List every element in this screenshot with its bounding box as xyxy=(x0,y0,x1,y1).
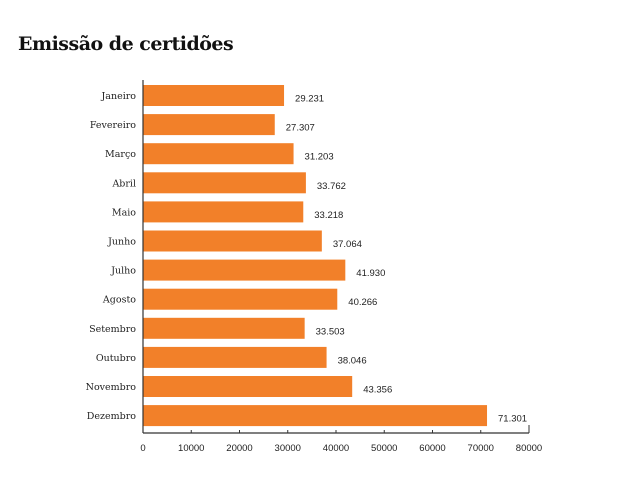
category-label: Dezembro xyxy=(87,411,136,422)
category-label: Novembro xyxy=(86,382,137,393)
category-label: Abril xyxy=(111,178,136,189)
value-label: 27.307 xyxy=(286,123,315,134)
bar xyxy=(143,376,353,397)
bar xyxy=(143,405,488,427)
bar xyxy=(143,317,305,339)
value-label: 37.064 xyxy=(333,239,362,250)
x-tick-label: 80000 xyxy=(516,443,542,454)
value-label: 33.762 xyxy=(317,181,346,192)
x-tick-label: 50000 xyxy=(371,443,397,454)
value-label: 71.301 xyxy=(498,414,527,425)
value-label: 38.046 xyxy=(338,355,367,366)
value-label: 33.218 xyxy=(314,210,343,221)
x-tick-label: 30000 xyxy=(275,443,301,454)
x-tick-label: 0 xyxy=(140,443,145,454)
bar xyxy=(143,143,294,165)
x-tick-label: 60000 xyxy=(419,443,445,454)
x-tick-label: 70000 xyxy=(468,443,494,454)
category-label: Maio xyxy=(112,207,136,218)
bar xyxy=(143,114,275,136)
category-label: Março xyxy=(105,149,136,160)
category-label: Outubro xyxy=(96,353,136,364)
bar xyxy=(143,346,327,368)
value-label: 41.930 xyxy=(356,268,385,279)
x-tick-label: 10000 xyxy=(178,443,204,454)
value-label: 29.231 xyxy=(295,94,324,105)
value-label: 31.203 xyxy=(305,152,334,163)
category-label: Janeiro xyxy=(100,91,136,102)
bar xyxy=(143,288,338,310)
bar xyxy=(143,85,285,106)
x-tick-label: 20000 xyxy=(226,443,252,454)
value-label: 40.266 xyxy=(348,297,377,308)
bar xyxy=(143,230,322,252)
category-label: Julho xyxy=(110,266,136,277)
value-label: 33.503 xyxy=(316,326,345,337)
bar xyxy=(143,172,306,194)
bar xyxy=(143,259,346,281)
category-label: Junho xyxy=(107,237,136,248)
x-tick-label: 40000 xyxy=(323,443,349,454)
category-label: Fevereiro xyxy=(90,120,136,131)
category-label: Agosto xyxy=(102,295,136,306)
bar xyxy=(143,201,304,223)
value-label: 43.356 xyxy=(363,385,392,396)
chart-title: Emissão de certidões xyxy=(18,33,234,55)
category-label: Setembro xyxy=(89,324,136,335)
